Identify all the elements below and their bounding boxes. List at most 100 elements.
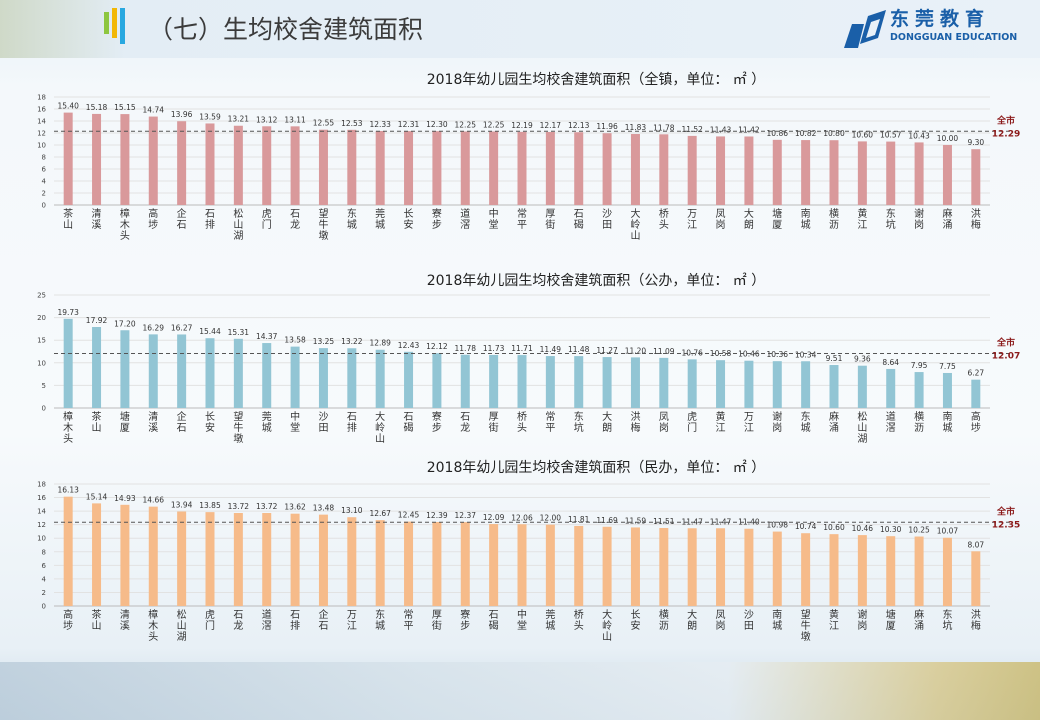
category-label: 石碣	[404, 412, 414, 434]
data-label: 12.39	[426, 511, 448, 520]
category-label: 石龙	[290, 209, 300, 231]
category-label: 凤岗	[716, 609, 726, 632]
data-label: 13.21	[228, 115, 250, 124]
data-label: 10.57	[880, 131, 902, 140]
category-label: 长安	[205, 411, 215, 434]
bar	[886, 368, 896, 408]
category-label: 黄江	[716, 410, 726, 434]
bar	[857, 535, 867, 606]
data-label: 11.20	[625, 346, 647, 355]
bar	[290, 126, 300, 205]
y-tick-label: 10	[37, 535, 46, 543]
reference-label: 全市	[996, 505, 1015, 517]
data-label: 7.95	[911, 361, 928, 370]
y-tick-label: 10	[37, 359, 46, 367]
bar	[63, 112, 73, 205]
category-label: 虎门	[262, 208, 272, 231]
data-label: 11.96	[596, 122, 618, 131]
category-label: 横沥	[829, 207, 839, 231]
bar	[460, 354, 470, 408]
data-label: 12.33	[369, 120, 391, 129]
category-label: 洪梅	[971, 208, 981, 231]
reference-value: 12.07	[992, 351, 1020, 361]
data-label: 13.48	[313, 504, 335, 513]
data-label: 11.49	[540, 345, 562, 354]
bar	[942, 145, 952, 205]
data-label: 12.06	[511, 513, 533, 522]
category-label: 企石	[177, 410, 187, 434]
category-label: 企石	[318, 608, 328, 632]
bar	[318, 348, 328, 408]
bar	[92, 327, 102, 408]
data-label: 13.59	[199, 112, 221, 121]
category-label: 凤岗	[659, 411, 669, 434]
logo-text-cn: 东莞教育	[890, 8, 991, 30]
data-label: 13.62	[284, 503, 306, 512]
bar	[489, 131, 499, 205]
data-label: 11.81	[568, 515, 590, 524]
data-label: 9.30	[967, 138, 984, 147]
category-label: 塘厦	[120, 410, 130, 434]
bar	[687, 359, 697, 408]
bar	[602, 133, 612, 205]
y-tick-label: 25	[37, 292, 46, 300]
data-label: 11.78	[455, 344, 477, 353]
bar	[177, 334, 187, 408]
data-label: 12.19	[511, 121, 533, 130]
category-label: 沙田	[744, 609, 754, 632]
category-label: 横沥	[659, 608, 669, 632]
bar	[801, 361, 811, 408]
category-label: 大朗	[744, 207, 754, 231]
category-label: 长安	[404, 208, 414, 231]
category-label: 万江	[744, 412, 754, 434]
bar	[205, 123, 215, 205]
category-label: 长安	[630, 609, 640, 632]
y-tick-label: 8	[42, 154, 46, 162]
category-label: 黄江	[829, 608, 839, 632]
category-label: 石排	[290, 610, 300, 632]
category-label: 谢岗	[914, 207, 924, 231]
category-label: 南城	[801, 207, 811, 231]
bar	[517, 131, 527, 205]
category-label: 塘厦	[886, 608, 896, 632]
data-label: 8.07	[967, 540, 984, 549]
bar	[886, 141, 896, 205]
bar	[545, 356, 555, 408]
bar	[914, 536, 924, 606]
data-label: 11.48	[568, 345, 590, 354]
data-label: 10.60	[852, 130, 874, 139]
category-label: 桥头	[517, 411, 527, 434]
bar	[404, 351, 414, 408]
bar	[432, 522, 442, 606]
bar	[744, 136, 754, 205]
bar	[318, 129, 328, 205]
data-label: 11.59	[625, 516, 647, 525]
data-label: 13.10	[341, 506, 363, 515]
category-label: 石碣	[574, 209, 584, 231]
data-label: 17.92	[86, 316, 108, 325]
data-label: 12.55	[313, 119, 335, 128]
bar	[177, 511, 187, 606]
data-label: 14.74	[143, 106, 165, 115]
bar	[687, 528, 697, 606]
category-label: 松山湖	[233, 207, 243, 242]
data-label: 11.78	[653, 123, 675, 132]
data-label: 11.51	[653, 517, 675, 526]
category-label: 大朗	[687, 608, 697, 632]
data-label: 13.85	[199, 501, 221, 510]
category-label: 茶山	[92, 410, 102, 434]
category-label: 茶山	[63, 207, 73, 231]
bar	[630, 134, 640, 205]
chart-3: 2018年幼儿园生均校舍建筑面积（民办，单位： ㎡ ） 0 2 4 6 8 10 12 14 16…	[37, 459, 1020, 643]
bar	[971, 551, 981, 606]
data-label: 16.13	[57, 486, 79, 495]
data-label: 10.82	[795, 129, 817, 138]
bar	[574, 356, 584, 408]
category-label: 大朗	[602, 410, 612, 434]
category-label: 厚街	[432, 609, 442, 632]
category-label: 松山湖	[177, 608, 187, 643]
data-label: 15.15	[114, 103, 136, 112]
y-tick-label: 10	[37, 142, 46, 150]
data-label: 10.74	[795, 522, 817, 531]
bar	[886, 536, 896, 606]
